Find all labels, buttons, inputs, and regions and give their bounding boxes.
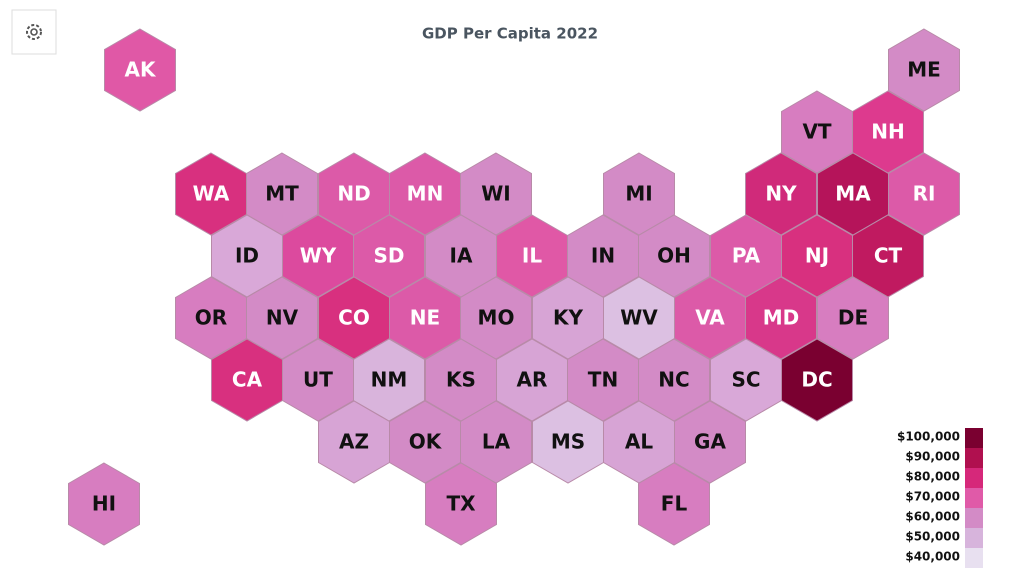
state-label: CT [874,244,903,268]
legend-swatch [965,508,983,528]
state-label: KS [446,368,476,392]
state-hex[interactable] [104,28,176,112]
state-label: NM [371,368,408,392]
state-label: NJ [805,244,829,268]
state-label: WY [300,244,337,268]
legend-swatch [965,528,983,548]
state-label: AZ [339,430,369,454]
state-label: NE [410,306,440,330]
state-label: ME [907,58,941,82]
legend-label: $80,000 [905,470,960,484]
state-label: VA [695,306,725,330]
state-label: NH [871,120,904,144]
state-label: MD [763,306,800,330]
state-label: ND [337,182,370,206]
state-hex[interactable] [781,338,853,422]
state-hex[interactable] [817,276,889,360]
legend-label: $50,000 [905,530,960,544]
legend-swatch [965,428,983,448]
state-label: GA [694,430,726,454]
state-label: OH [657,244,691,268]
state-label: WA [193,182,230,206]
state-label: NC [658,368,689,392]
legend-label: $60,000 [905,510,960,524]
state-label: MA [835,182,871,206]
legend-label: $40,000 [905,550,960,564]
state-label: VT [802,120,831,144]
state-label: MN [407,182,444,206]
state-label: AR [517,368,548,392]
state-label: IN [591,244,615,268]
state-label: SD [373,244,404,268]
state-label: OK [409,430,443,454]
state-label: MI [625,182,652,206]
state-label: CO [338,306,370,330]
state-label: AK [125,58,157,82]
state-label: NV [266,306,299,330]
state-hex[interactable] [425,462,497,546]
legend-label: $100,000 [897,430,960,444]
state-label: RI [913,182,936,206]
state-label: IA [450,244,473,268]
settings-button[interactable] [11,9,57,55]
state-label: WI [481,182,511,206]
state-label: OR [195,306,227,330]
state-hex[interactable] [888,28,960,112]
state-label: MO [478,306,515,330]
legend-swatch [965,448,983,468]
state-label: UT [303,368,333,392]
state-label: MT [265,182,299,206]
state-label: TN [588,368,618,392]
state-label: HI [92,492,116,516]
state-label: WV [620,306,658,330]
state-label: MS [551,430,585,454]
state-label: IL [522,244,542,268]
state-label: DE [838,306,868,330]
legend-label: $70,000 [905,490,960,504]
state-label: CA [232,368,263,392]
state-hex[interactable] [674,400,746,484]
state-hex[interactable] [888,152,960,236]
legend-swatch [965,548,983,568]
state-label: LA [482,430,511,454]
state-label: PA [732,244,761,268]
state-label: DC [801,368,832,392]
state-label: AL [625,430,653,454]
state-label: SC [731,368,760,392]
state-hex[interactable] [638,462,710,546]
state-label: KY [553,306,583,330]
state-label: NY [765,182,797,206]
state-label: FL [661,492,688,516]
legend-swatch [965,468,983,488]
state-hex[interactable] [68,462,140,546]
state-label: TX [446,492,476,516]
legend-label: $90,000 [905,450,960,464]
legend-swatch [965,488,983,508]
state-label: ID [235,244,259,268]
map-title: GDP Per Capita 2022 [422,25,598,43]
